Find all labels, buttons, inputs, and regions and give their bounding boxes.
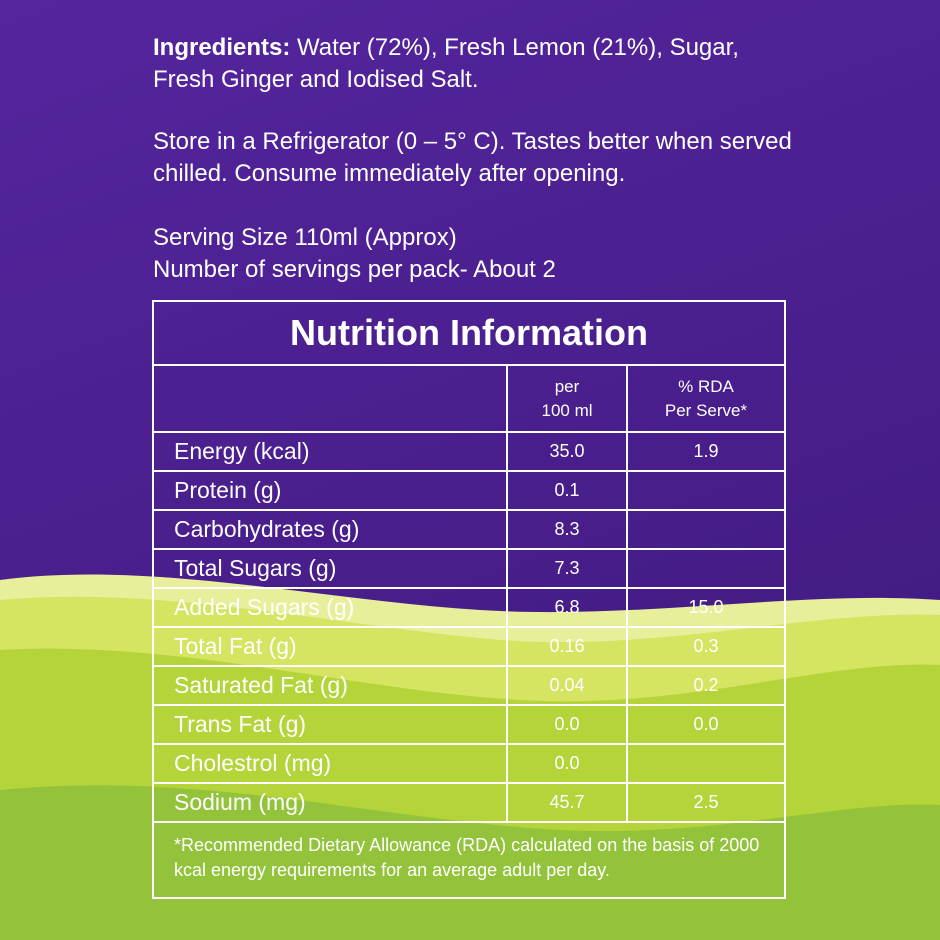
table-row: Added Sugars (g) 6.8 15.0 (154, 588, 784, 628)
per-100ml-value: 0.0 (507, 705, 628, 745)
nutrient-name: Sodium (mg) (154, 783, 508, 823)
table-row: Total Sugars (g) 7.3 (154, 549, 784, 589)
table-header-row: per 100 ml % RDA Per Serve* (154, 366, 784, 433)
per-100ml-value: 0.0 (507, 744, 628, 784)
table-row: Carbohydrates (g) 8.3 (154, 510, 784, 550)
nutrient-name: Saturated Fat (g) (154, 666, 508, 706)
nutrient-name: Trans Fat (g) (154, 705, 508, 745)
ingredients-text: Ingredients: Water (72%), Fresh Lemon (2… (153, 32, 773, 96)
header-nutrient (154, 366, 508, 433)
rda-value: 1.9 (627, 432, 784, 472)
nutrient-name: Added Sugars (g) (154, 588, 508, 628)
storage-instructions: Store in a Refrigerator (0 – 5° C). Tast… (153, 128, 792, 187)
per-100ml-value: 0.16 (507, 627, 628, 667)
header-rda-line1: % RDA (678, 376, 734, 396)
per-100ml-value: 6.8 (507, 588, 628, 628)
rda-value: 15.0 (627, 588, 784, 628)
table-row: Cholestrol (mg) 0.0 (154, 744, 784, 784)
per-100ml-value: 0.04 (507, 666, 628, 706)
table-row: Total Fat (g) 0.16 0.3 (154, 627, 784, 667)
ingredients-label: Ingredients: (153, 34, 291, 61)
nutrient-name: Cholestrol (mg) (154, 744, 508, 784)
wave-dark (0, 785, 940, 940)
table-row: Energy (kcal) 35.0 1.9 (154, 432, 784, 472)
per-100ml-value: 45.7 (507, 783, 628, 823)
nutrient-name: Protein (g) (154, 471, 508, 511)
header-per-100ml: per 100 ml (507, 366, 628, 433)
rda-value (627, 744, 784, 784)
serving-size: Serving Size 110ml (Approx) (153, 224, 457, 251)
per-100ml-value: 35.0 (507, 432, 628, 472)
rda-value (627, 471, 784, 511)
nutrient-name: Total Fat (g) (154, 627, 508, 667)
rda-value: 0.2 (627, 666, 784, 706)
nutrient-name: Energy (kcal) (154, 432, 508, 472)
rda-value (627, 549, 784, 589)
header-per-line1: per (554, 376, 580, 396)
header-rda-line2: Per Serve* (664, 400, 748, 420)
serving-info: Serving Size 110ml (Approx) Number of se… (153, 222, 793, 286)
table-row: Sodium (mg) 45.7 2.5 (154, 783, 784, 823)
rda-value: 0.0 (627, 705, 784, 745)
nutrition-title: Nutrition Information (154, 302, 784, 366)
rda-value (627, 510, 784, 550)
rda-value: 2.5 (627, 783, 784, 823)
header-per-line2: 100 ml (541, 400, 593, 420)
per-100ml-value: 7.3 (507, 549, 628, 589)
per-100ml-value: 8.3 (507, 510, 628, 550)
servings-per-pack: Number of servings per pack- About 2 (153, 256, 556, 283)
nutrient-name: Total Sugars (g) (154, 549, 508, 589)
table-row: Saturated Fat (g) 0.04 0.2 (154, 666, 784, 706)
nutrition-table: Nutrition Information per 100 ml % RDA P… (152, 300, 786, 899)
rda-value: 0.3 (627, 627, 784, 667)
ingredients-list: Water (72%), Fresh Lemon (21%), Sugar, F… (153, 34, 739, 93)
nutrient-name: Carbohydrates (g) (154, 510, 508, 550)
table-row: Protein (g) 0.1 (154, 471, 784, 511)
nutrition-grid: per 100 ml % RDA Per Serve* Energy (kcal… (154, 366, 784, 823)
rda-footnote: *Recommended Dietary Allowance (RDA) cal… (174, 835, 760, 880)
header-rda: % RDA Per Serve* (627, 366, 784, 433)
per-100ml-value: 0.1 (507, 471, 628, 511)
table-row: Trans Fat (g) 0.0 0.0 (154, 705, 784, 745)
